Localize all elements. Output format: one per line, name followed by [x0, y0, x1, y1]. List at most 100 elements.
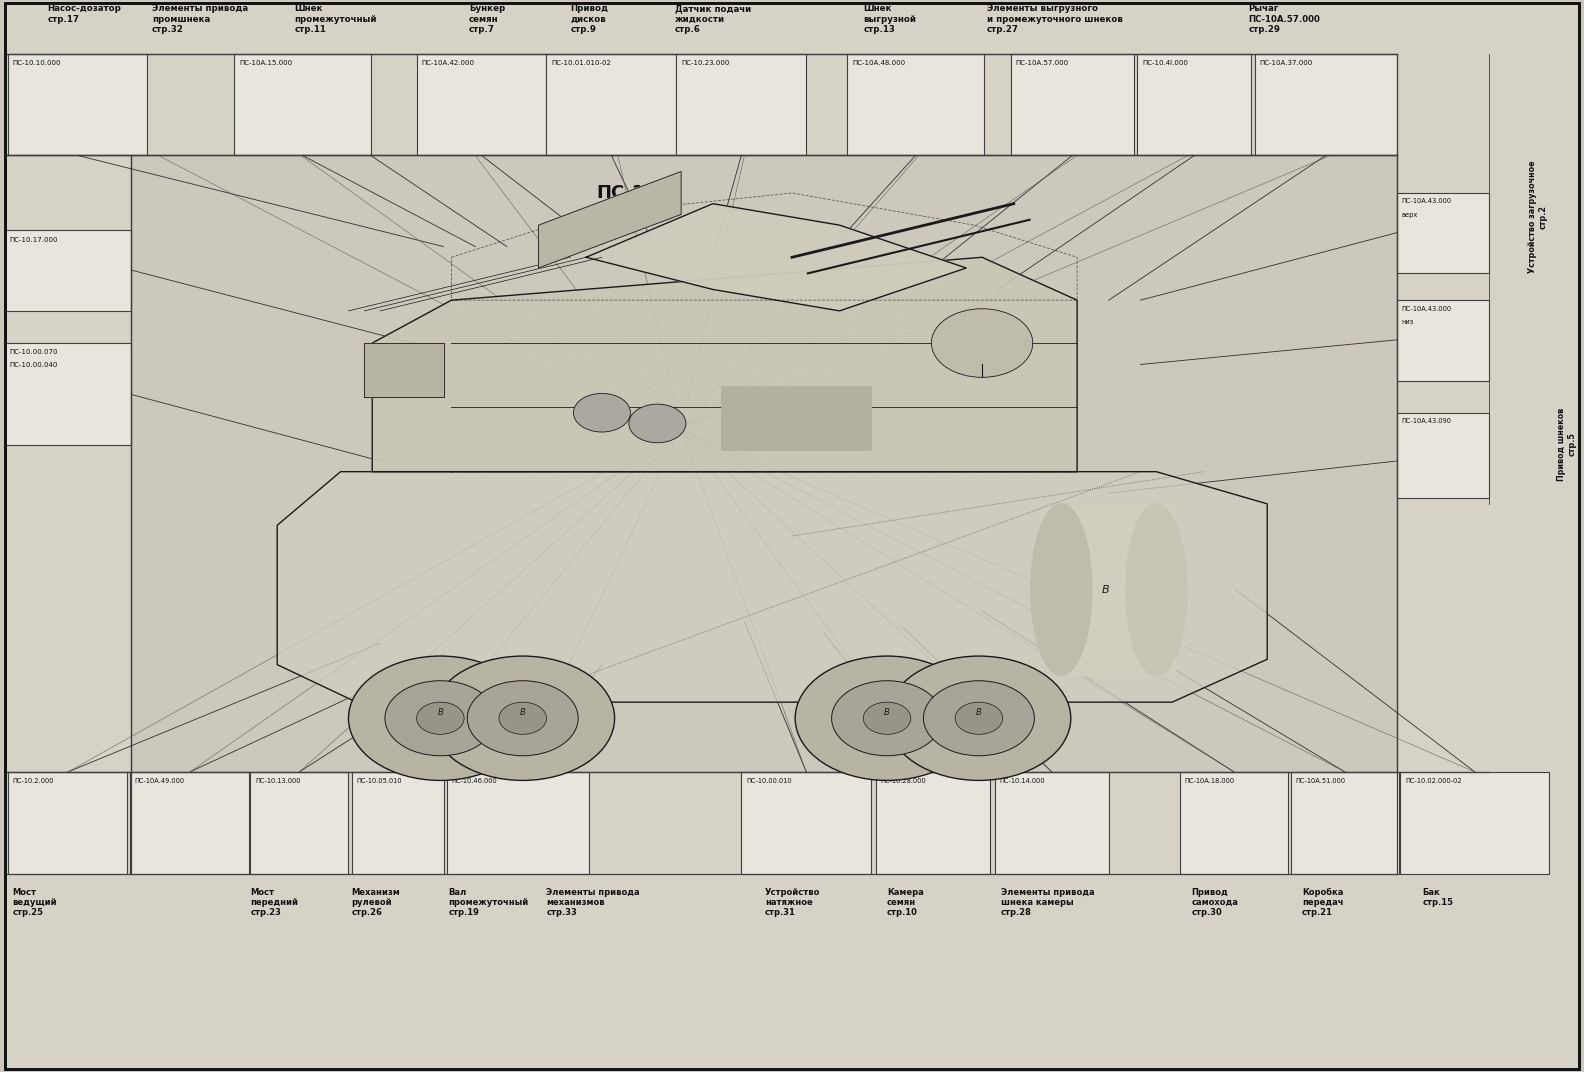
Text: ПС-10А.43.000: ПС-10А.43.000: [1402, 306, 1453, 312]
Bar: [1291, 772, 1399, 874]
Polygon shape: [364, 343, 444, 397]
Bar: [130, 772, 249, 874]
Text: Элементы привода
шнека камеры
стр.28: Элементы привода шнека камеры стр.28: [1001, 888, 1095, 918]
Bar: [1400, 772, 1549, 874]
Text: Вал
промежуточный
стр.19: Вал промежуточный стр.19: [448, 888, 529, 918]
Text: Привод
дисков
стр.9: Привод дисков стр.9: [570, 4, 608, 34]
Text: B: B: [1102, 584, 1109, 595]
Bar: [1180, 772, 1288, 874]
Text: ПС-10А: ПС-10А: [596, 184, 672, 202]
Text: ПС-10А.43.090: ПС-10А.43.090: [1402, 418, 1453, 425]
Text: Насос-дозатор
стр.17: Насос-дозатор стр.17: [48, 4, 122, 24]
Circle shape: [863, 702, 911, 734]
Bar: [1397, 193, 1489, 273]
Text: Привод
самохода
стр.30: Привод самохода стр.30: [1191, 888, 1239, 918]
Text: Устройство загрузочное
стр.2: Устройство загрузочное стр.2: [1529, 161, 1548, 273]
Text: ПС-10А.42.000: ПС-10А.42.000: [421, 60, 474, 66]
Circle shape: [467, 681, 578, 756]
Text: ПС-10.01.010-02: ПС-10.01.010-02: [551, 60, 611, 66]
Bar: [676, 54, 806, 155]
Bar: [131, 155, 1397, 772]
Polygon shape: [372, 257, 1077, 472]
Text: Механизм
рулевой
стр.26: Механизм рулевой стр.26: [352, 888, 401, 918]
Text: Бак
стр.15: Бак стр.15: [1422, 888, 1454, 907]
Bar: [8, 772, 127, 874]
Text: ПС-10.23.000: ПС-10.23.000: [681, 60, 730, 66]
Bar: [847, 54, 984, 155]
Text: Шнек
промежуточный
стр.11: Шнек промежуточный стр.11: [295, 4, 377, 34]
Bar: [546, 54, 676, 155]
Circle shape: [417, 702, 464, 734]
Text: B: B: [437, 709, 444, 717]
Bar: [352, 772, 444, 874]
Text: ПС-10.4I.000: ПС-10.4I.000: [1142, 60, 1188, 66]
Circle shape: [832, 681, 942, 756]
Text: ПС-10А.15.000: ПС-10А.15.000: [239, 60, 293, 66]
Bar: [234, 54, 371, 155]
Text: ПС-10.28.000: ПС-10.28.000: [881, 778, 927, 785]
Circle shape: [629, 404, 686, 443]
Bar: [721, 386, 871, 450]
Text: ПС-10А.43.000: ПС-10А.43.000: [1402, 198, 1453, 205]
Text: ПС-10.13.000: ПС-10.13.000: [255, 778, 301, 785]
Text: верх: верх: [1402, 212, 1418, 219]
Polygon shape: [539, 172, 681, 268]
Circle shape: [499, 702, 546, 734]
Bar: [5, 3, 1397, 155]
Text: ПС-10.00.010: ПС-10.00.010: [746, 778, 792, 785]
Bar: [1011, 54, 1134, 155]
Bar: [876, 772, 990, 874]
Text: ПС-10А.18.000: ПС-10А.18.000: [1185, 778, 1236, 785]
Text: B: B: [520, 709, 526, 717]
Polygon shape: [586, 204, 966, 311]
Text: Элементы привода
механизмов
стр.33: Элементы привода механизмов стр.33: [546, 888, 640, 918]
Text: Мост
передний
стр.23: Мост передний стр.23: [250, 888, 298, 918]
Circle shape: [923, 681, 1034, 756]
Bar: [447, 772, 589, 874]
Text: Коробка
передач
стр.21: Коробка передач стр.21: [1302, 888, 1343, 918]
Text: Бункер
семян
стр.7: Бункер семян стр.7: [469, 4, 505, 34]
Bar: [250, 772, 348, 874]
Text: ПС-10А.48.000: ПС-10А.48.000: [852, 60, 906, 66]
Circle shape: [795, 656, 979, 780]
Text: ПС-10.2.000: ПС-10.2.000: [13, 778, 54, 785]
Text: ПС-10А.57.000: ПС-10А.57.000: [1015, 60, 1069, 66]
Text: ПС-10А.49.000: ПС-10А.49.000: [135, 778, 185, 785]
Text: Камера
семян
стр.10: Камера семян стр.10: [887, 888, 923, 918]
Bar: [1255, 54, 1397, 155]
Text: ПС-10.17.000: ПС-10.17.000: [10, 237, 59, 243]
Text: Привод шнеков
стр.5: Привод шнеков стр.5: [1557, 407, 1576, 480]
Text: Устройство
натяжное
стр.31: Устройство натяжное стр.31: [765, 888, 821, 918]
Bar: [5, 230, 131, 311]
Text: ПС-10.46.000: ПС-10.46.000: [451, 778, 497, 785]
Bar: [1397, 413, 1489, 498]
Circle shape: [385, 681, 496, 756]
Text: ПС-10.10.000: ПС-10.10.000: [13, 60, 62, 66]
Text: ПС-10.00.040: ПС-10.00.040: [10, 362, 59, 369]
Text: ПС-10.05.010: ПС-10.05.010: [356, 778, 402, 785]
Text: ПС-10А.51.000: ПС-10А.51.000: [1296, 778, 1346, 785]
Circle shape: [348, 656, 532, 780]
Circle shape: [955, 702, 1003, 734]
Text: Элементы привода
промшнека
стр.32: Элементы привода промшнека стр.32: [152, 4, 249, 34]
Circle shape: [887, 656, 1071, 780]
Bar: [8, 54, 147, 155]
Text: Датчик подачи
жидкости
стр.6: Датчик подачи жидкости стр.6: [675, 4, 751, 34]
Text: Элементы выгрузного
и промежуточного шнеков
стр.27: Элементы выгрузного и промежуточного шне…: [987, 4, 1123, 34]
Bar: [1061, 504, 1175, 675]
Text: ПС-10.00.070: ПС-10.00.070: [10, 349, 59, 356]
Bar: [741, 772, 871, 874]
Circle shape: [931, 309, 1033, 377]
Ellipse shape: [1031, 504, 1091, 675]
Bar: [995, 772, 1109, 874]
Circle shape: [431, 656, 615, 780]
Text: B: B: [976, 709, 982, 717]
Text: Рычаг
ПС-10А.57.000
стр.29: Рычаг ПС-10А.57.000 стр.29: [1248, 4, 1319, 34]
Text: ПС-10.02.000-02: ПС-10.02.000-02: [1405, 778, 1462, 785]
Text: Шнек
выгрузной
стр.13: Шнек выгрузной стр.13: [863, 4, 916, 34]
Ellipse shape: [1126, 504, 1186, 675]
Text: ПС-10.14.000: ПС-10.14.000: [1000, 778, 1045, 785]
Text: ПС-10А.37.000: ПС-10А.37.000: [1259, 60, 1313, 66]
Bar: [1137, 54, 1251, 155]
Text: низ: низ: [1402, 319, 1415, 326]
